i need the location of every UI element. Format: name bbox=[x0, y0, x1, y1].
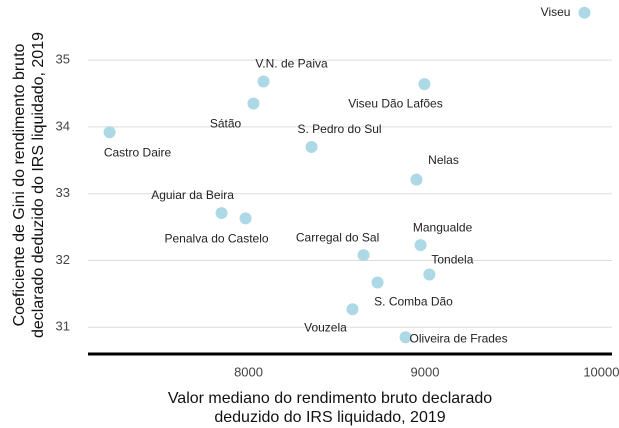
point-label: V.N. de Paiva bbox=[255, 57, 328, 71]
point bbox=[305, 140, 318, 153]
x-tick-label: 9000 bbox=[411, 364, 440, 379]
y-axis-title: declarado deduzido do IRS liquidado, 201… bbox=[30, 32, 47, 338]
point bbox=[399, 331, 412, 344]
point-label: Carregal do Sal bbox=[296, 230, 379, 244]
point bbox=[410, 173, 423, 186]
point bbox=[257, 75, 270, 88]
point-label: Castro Daire bbox=[104, 145, 172, 159]
y-tick-label: 34 bbox=[56, 118, 70, 133]
point bbox=[247, 97, 260, 110]
point bbox=[578, 6, 591, 19]
x-tick-label: 8000 bbox=[234, 364, 263, 379]
x-axis-title: Valor mediano do rendimento bruto declar… bbox=[168, 390, 492, 407]
y-tick-label: 32 bbox=[56, 252, 70, 267]
point bbox=[239, 212, 252, 225]
point-label: Mangualde bbox=[413, 220, 473, 234]
y-tick-label: 35 bbox=[56, 52, 70, 67]
point bbox=[423, 268, 436, 281]
point bbox=[414, 239, 427, 252]
x-axis-title: deduzido do IRS liquidado, 2019 bbox=[214, 409, 445, 426]
point-label: Vouzela bbox=[304, 320, 347, 334]
point-label: Oliveira de Frades bbox=[410, 331, 508, 345]
point-label: Penalva do Castelo bbox=[165, 232, 269, 246]
point-label: S. Comba Dão bbox=[374, 295, 453, 309]
y-tick-label: 33 bbox=[56, 185, 70, 200]
point bbox=[103, 126, 116, 139]
point bbox=[371, 276, 384, 289]
x-tick-label: 10000 bbox=[583, 364, 619, 379]
y-tick-label: 31 bbox=[56, 319, 70, 334]
point-label: Viseu Dão Lafões bbox=[348, 96, 443, 110]
point-label: Viseu bbox=[541, 5, 571, 19]
y-axis-title: Coeficiente de Gini do rendimento bruto bbox=[11, 43, 28, 326]
point-label: S. Pedro do Sul bbox=[298, 122, 382, 136]
point bbox=[215, 207, 228, 220]
point-label: Aguiar da Beira bbox=[151, 188, 234, 202]
point bbox=[357, 249, 370, 262]
point-label: Sátão bbox=[210, 117, 242, 131]
point-label: Tondela bbox=[431, 253, 473, 267]
point-label: Nelas bbox=[428, 153, 459, 167]
point bbox=[346, 303, 359, 316]
point bbox=[418, 78, 431, 91]
